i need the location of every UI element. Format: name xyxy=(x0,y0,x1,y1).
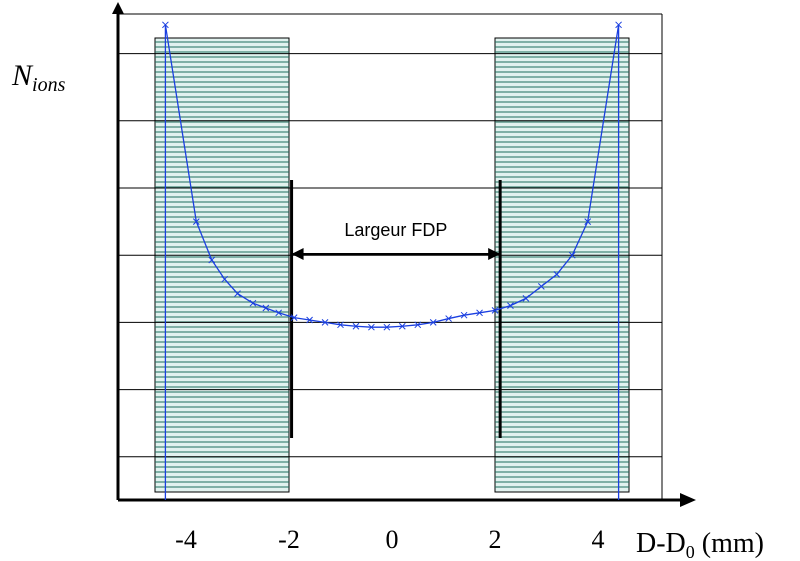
data-point xyxy=(368,323,375,331)
data-point-stroke xyxy=(615,21,622,29)
data-point-stroke xyxy=(584,218,592,225)
annotation-arrowhead-right xyxy=(488,248,501,260)
width-annotation: Largeur FDP xyxy=(291,220,501,260)
x-axis-arrowhead xyxy=(680,493,696,507)
data-point xyxy=(249,299,257,307)
x-axis-label: D-D0 (mm) xyxy=(636,528,764,561)
data-point xyxy=(491,307,499,314)
data-point xyxy=(208,256,216,264)
data-point-stroke xyxy=(553,271,561,278)
y-axis-label-main: N xyxy=(11,59,34,92)
data-point-stroke xyxy=(262,304,270,312)
data-point xyxy=(615,21,622,29)
gridlines xyxy=(118,13,663,500)
data-point-stroke xyxy=(290,314,298,321)
x-tick-label: 2 xyxy=(489,525,502,554)
data-point-stroke xyxy=(162,21,169,29)
data-point-stroke xyxy=(208,256,216,264)
data-point xyxy=(507,302,514,309)
shaded-bands xyxy=(154,37,630,493)
data-point-stroke xyxy=(192,218,200,225)
data-point-stroke xyxy=(429,319,437,326)
data-point xyxy=(398,322,406,330)
data-point xyxy=(221,275,228,283)
data-point xyxy=(337,321,344,329)
data-point xyxy=(537,283,545,290)
shaded-band-1 xyxy=(154,37,290,493)
x-tick-label: -2 xyxy=(278,525,300,554)
y-axis-arrowhead xyxy=(112,2,124,14)
data-point-stroke xyxy=(234,290,241,297)
x-axis-label-sub: 0 xyxy=(686,542,695,561)
annotation-arrowhead-left xyxy=(291,248,304,260)
data-point-stroke xyxy=(445,315,453,322)
data-point-stroke xyxy=(352,322,360,330)
data-point-stroke xyxy=(491,307,499,314)
x-axis-label-unit: (mm) xyxy=(695,528,764,559)
data-series xyxy=(162,21,622,500)
x-tick-label: -4 xyxy=(175,525,197,554)
data-point-stroke xyxy=(476,309,483,317)
data-point xyxy=(262,304,270,312)
data-point xyxy=(290,314,298,321)
data-point-stroke xyxy=(221,275,228,283)
x-tick-label: 0 xyxy=(386,525,399,554)
data-point-stroke xyxy=(337,321,344,329)
data-point-stroke xyxy=(522,295,530,302)
data-point xyxy=(522,295,530,302)
data-point xyxy=(192,218,200,225)
y-axis-label: Nions xyxy=(11,59,66,96)
data-point-stroke xyxy=(321,319,329,326)
x-axis-label-main: D-D xyxy=(636,528,686,559)
data-point xyxy=(460,311,468,319)
data-point xyxy=(476,309,483,317)
data-point xyxy=(162,21,169,29)
data-point-stroke xyxy=(414,321,422,329)
annotation-label: Largeur FDP xyxy=(344,220,447,240)
x-tick-labels: -4 -2 0 2 4 xyxy=(175,525,604,554)
data-point-stroke xyxy=(460,311,468,319)
data-point xyxy=(275,309,283,317)
data-point xyxy=(568,251,576,259)
data-point xyxy=(429,319,437,326)
shaded-band-2 xyxy=(494,37,630,493)
data-point-stroke xyxy=(537,283,545,290)
data-point xyxy=(553,271,561,278)
data-point-stroke xyxy=(306,316,313,324)
data-point xyxy=(445,315,453,322)
data-point xyxy=(414,321,422,329)
data-point xyxy=(234,290,241,297)
data-point xyxy=(321,319,329,326)
data-point-stroke xyxy=(398,322,406,330)
data-point xyxy=(352,322,360,330)
data-point xyxy=(306,316,313,324)
data-point-stroke xyxy=(383,323,391,331)
data-point-stroke xyxy=(507,302,514,309)
vertical-markers xyxy=(290,180,502,438)
data-point xyxy=(383,323,391,331)
data-point-stroke xyxy=(568,251,576,259)
y-axis-label-sub: ions xyxy=(32,74,66,96)
data-point xyxy=(584,218,592,225)
data-point-stroke xyxy=(275,309,283,317)
axes xyxy=(112,2,696,507)
x-tick-label: 4 xyxy=(592,525,605,554)
data-point-stroke xyxy=(249,299,257,307)
data-point-stroke xyxy=(368,323,375,331)
